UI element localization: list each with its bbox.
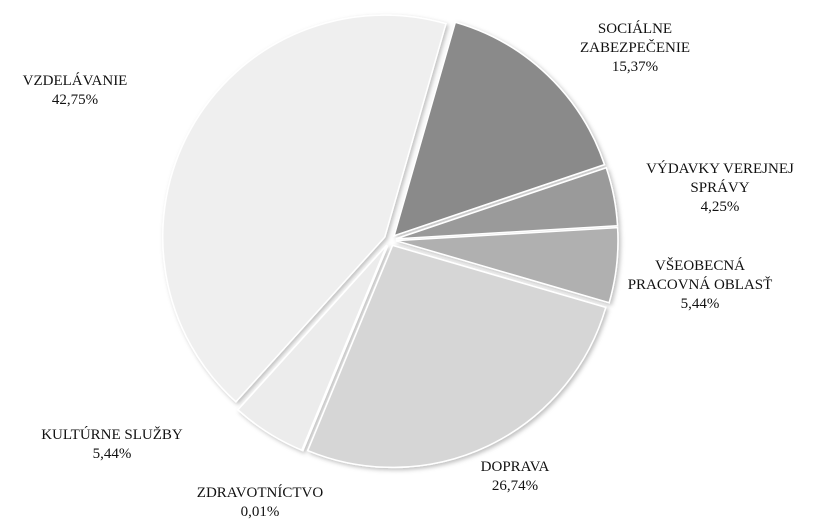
slice-label: SOCIÁLNE ZABEZPEČENIE 15,37% [570, 20, 700, 77]
slice-label: VZDELÁVANIE 42,75% [0, 72, 175, 110]
slice-label: VŠEOBECNÁ PRACOVNÁ OBLASŤ 5,44% [615, 257, 785, 314]
pie-slice [395, 166, 619, 240]
value-label: 26,74% [491, 478, 539, 494]
category-label: SOCIÁLNE ZABEZPEČENIE [580, 21, 690, 56]
value-label: 15,37% [611, 59, 659, 75]
slice-label: KULTÚRNE SLUŽBY 5,44% [12, 426, 212, 464]
slice-label: VÝDAVKY VEREJNEJ SPRÁVY 4,25% [633, 160, 808, 217]
pie-slice [236, 244, 388, 452]
pie-slice [395, 226, 619, 304]
value-label: 42,75% [51, 92, 99, 108]
category-label: ZDRAVOTNÍCTVO [196, 485, 324, 501]
value-label: 0,01% [240, 504, 280, 520]
slice-label: DOPRAVA 26,74% [415, 458, 615, 496]
pie-slice [393, 21, 606, 237]
category-label: VÝDAVKY VEREJNEJ SPRÁVY [646, 161, 794, 196]
pie-slice [301, 245, 389, 452]
pie-slice [306, 244, 607, 469]
category-label: DOPRAVA [480, 459, 550, 475]
category-label: VŠEOBECNÁ PRACOVNÁ OBLASŤ [627, 258, 773, 293]
category-label: VZDELÁVANIE [22, 73, 128, 89]
pie-slice [162, 14, 447, 403]
value-label: 4,25% [700, 199, 740, 215]
value-label: 5,44% [680, 296, 720, 312]
slice-label: ZDRAVOTNÍCTVO 0,01% [160, 484, 360, 522]
category-label: KULTÚRNE SLUŽBY [41, 427, 183, 443]
value-label: 5,44% [92, 446, 132, 462]
